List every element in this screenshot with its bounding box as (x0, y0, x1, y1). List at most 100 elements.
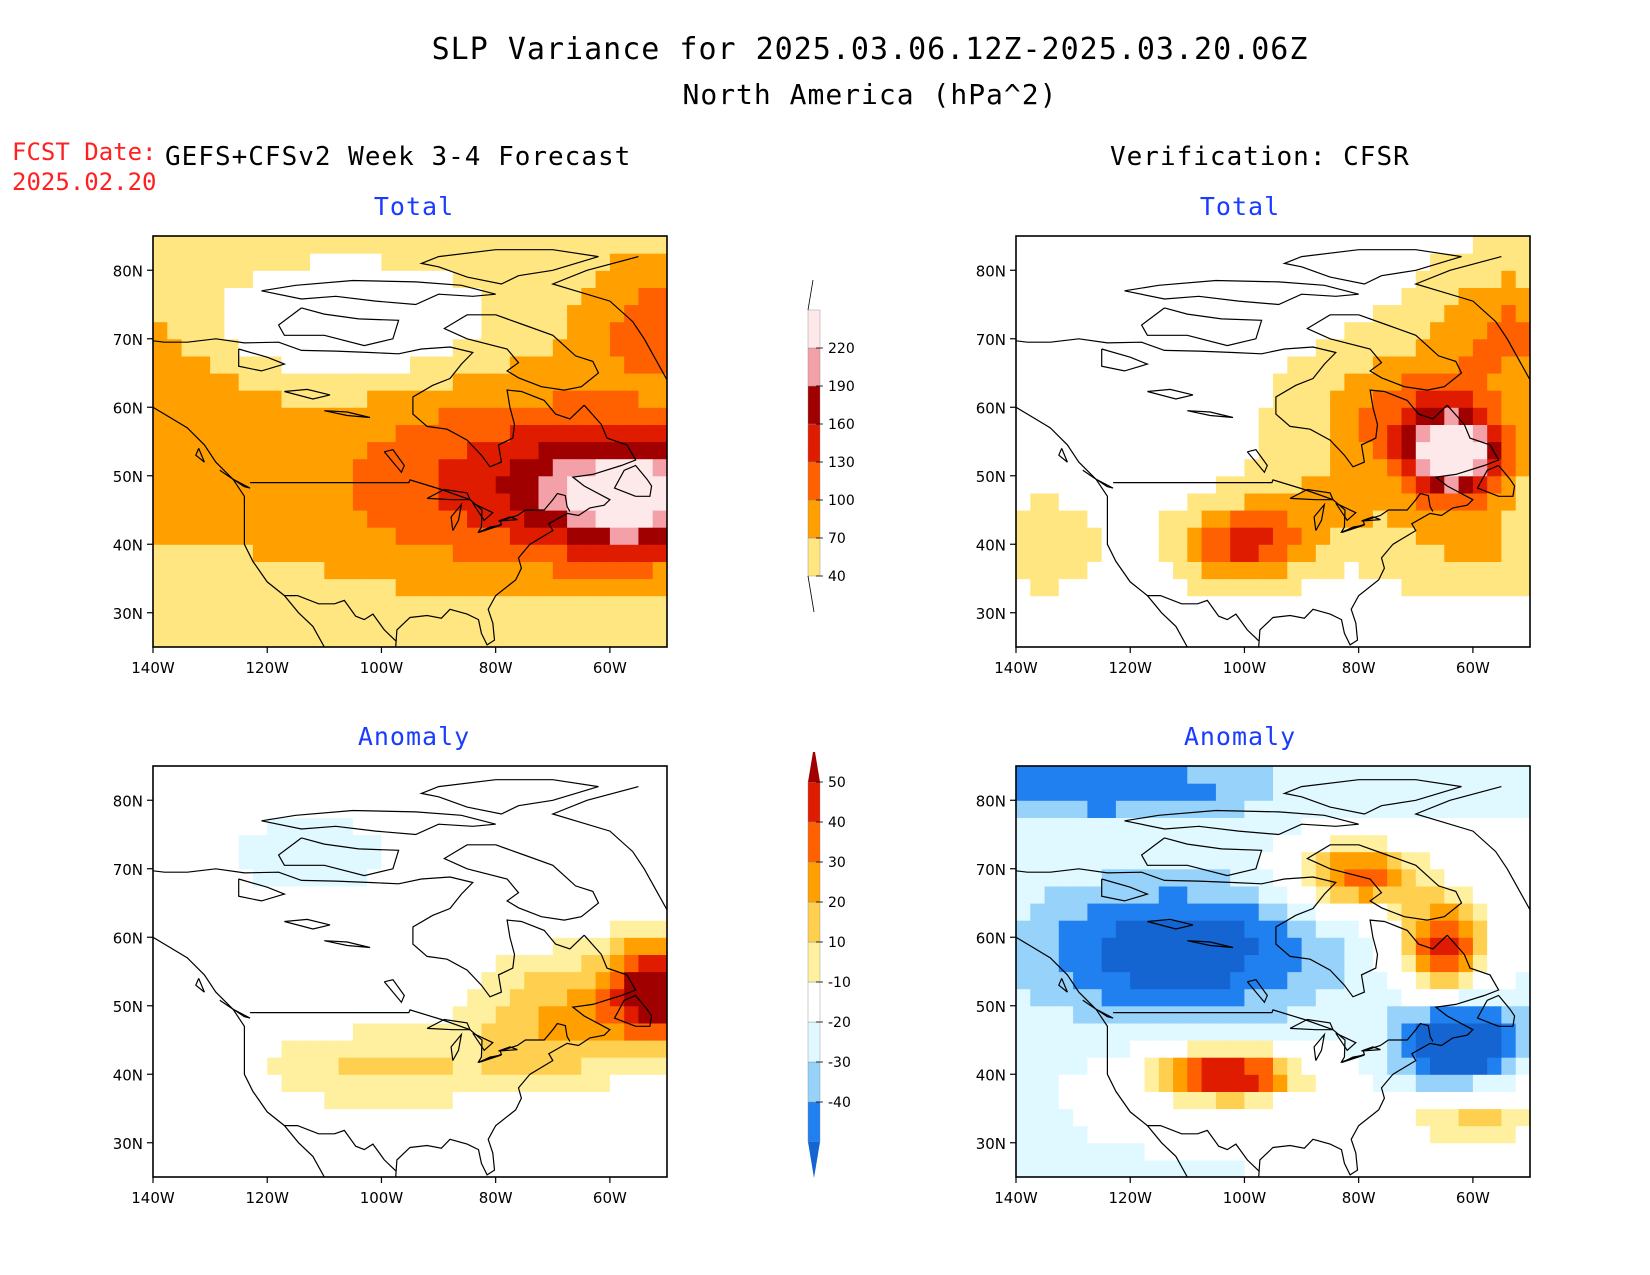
colorbar-segment (807, 461, 821, 501)
colorbar-tick-label: 220 (828, 341, 855, 357)
lat-tick-label: 70N (113, 331, 143, 349)
lat-tick-label: 40N (976, 1066, 1006, 1084)
coastline (1258, 934, 1500, 1177)
coastline (1476, 464, 1516, 497)
colorbar-lower-triangle (808, 1142, 820, 1178)
coastline (153, 868, 585, 998)
coastline (666, 936, 667, 938)
coastline (1147, 918, 1194, 930)
coastline (383, 979, 405, 1004)
coastlines (1016, 779, 1530, 1177)
political-border (284, 1125, 397, 1172)
coastline (1306, 844, 1463, 921)
map-panel-verification-total: 80N 70N 60N 50N 40N 30N 140W 120W 100W 80W 60W (976, 235, 1531, 677)
map-panel-verification-anomaly: 80N 70N 60N 50N 40N 30N 140W 120W 100W 80W 60W (976, 765, 1531, 1207)
sub-title: North America (hPa^2) (682, 78, 1058, 111)
colorbar-tick-label: -40 (828, 1095, 851, 1111)
coastline (238, 348, 287, 372)
coastline (284, 918, 331, 930)
coastline (395, 404, 637, 647)
coastline (1289, 488, 1334, 501)
coastline (153, 406, 325, 647)
colorbar-tick-label: -30 (828, 1055, 851, 1071)
lat-tick-label: 70N (976, 861, 1006, 879)
colorbar-tick-label: 30 (828, 855, 846, 871)
colorbar-segment (807, 1061, 821, 1103)
right-column-header: Verification: CFSR (1110, 142, 1410, 172)
coastline (1016, 936, 1188, 1177)
lat-tick-label: 60N (113, 929, 143, 947)
coastline (1016, 406, 1188, 647)
colorbar-total: 40 70 100 130 160 190 220 (807, 280, 855, 613)
lat-tick-label: 80N (113, 262, 143, 280)
colorbar-tick-label: -10 (828, 975, 851, 991)
coastline (261, 809, 496, 836)
coastline (1313, 1032, 1326, 1061)
lon-tick-label: 120W (1108, 659, 1152, 677)
lat-tick-label: 50N (976, 468, 1006, 486)
coastline (1246, 979, 1268, 1004)
lon-tick-label: 60W (593, 1189, 627, 1207)
coastline (219, 469, 251, 489)
colorbar-anomaly: -40-30-20-10102030405060 (807, 752, 851, 1178)
coastlines (153, 779, 667, 1177)
coastline (1529, 406, 1530, 408)
lat-tick-label: 30N (113, 1135, 143, 1153)
coastline (450, 1032, 463, 1061)
lat-tick-label: 50N (976, 998, 1006, 1016)
lon-tick-label: 100W (360, 1189, 404, 1207)
lon-tick-label: 100W (1223, 1189, 1267, 1207)
colorbar-tick-label: -20 (828, 1015, 851, 1031)
panel-title-forecast-total: Total (373, 192, 455, 221)
coastline (613, 994, 653, 1027)
colorbar-segment (807, 981, 821, 1023)
coastline (284, 388, 331, 400)
coastline (1282, 249, 1462, 285)
coastline (195, 978, 205, 993)
coastline (1258, 404, 1500, 647)
lat-tick-label: 80N (976, 792, 1006, 810)
colorbar-tick-label: 10 (828, 935, 846, 951)
coastline (383, 449, 405, 474)
political-border (1113, 479, 1434, 533)
coastline (238, 878, 287, 902)
plot-frame (152, 765, 668, 1178)
lon-tick-label: 140W (131, 1189, 175, 1207)
political-border (250, 1009, 571, 1063)
coastline (1335, 502, 1357, 522)
coastline (1335, 1032, 1357, 1052)
coastline (443, 314, 600, 391)
coastline (1361, 1046, 1381, 1052)
coastline (1058, 978, 1068, 993)
lon-tick-label: 80W (1342, 659, 1376, 677)
lat-tick-label: 80N (976, 262, 1006, 280)
colorbar-tick-label: 160 (828, 417, 855, 433)
lon-tick-label: 60W (1456, 1189, 1490, 1207)
coastline (277, 307, 400, 347)
coastline (261, 279, 496, 306)
coastline (419, 249, 599, 285)
coastline (1101, 878, 1150, 902)
lat-tick-label: 70N (113, 861, 143, 879)
panel-title-verification-total: Total (1199, 192, 1281, 221)
lat-tick-label: 30N (976, 605, 1006, 623)
shaded-field (1016, 236, 1530, 647)
colorbar-tick-label: 190 (828, 379, 855, 395)
coastline (1187, 410, 1234, 419)
shaded-field (153, 766, 667, 1177)
coastline (1282, 779, 1462, 815)
lon-tick-label: 120W (1108, 1189, 1152, 1207)
colorbar-upper-triangle (808, 752, 820, 782)
coastline (1413, 786, 1530, 912)
colorbar-segment (807, 309, 821, 349)
coastline (1124, 279, 1359, 306)
coastline (1313, 502, 1326, 531)
coastline (1082, 469, 1114, 489)
political-border (1113, 1009, 1434, 1063)
left-column-header: GEFS+CFSv2 Week 3-4 Forecast (165, 142, 632, 172)
lon-tick-label: 60W (1456, 659, 1490, 677)
coastline (395, 934, 637, 1177)
coastline (1140, 837, 1263, 877)
lon-tick-label: 100W (1223, 659, 1267, 677)
coastline (219, 999, 251, 1019)
